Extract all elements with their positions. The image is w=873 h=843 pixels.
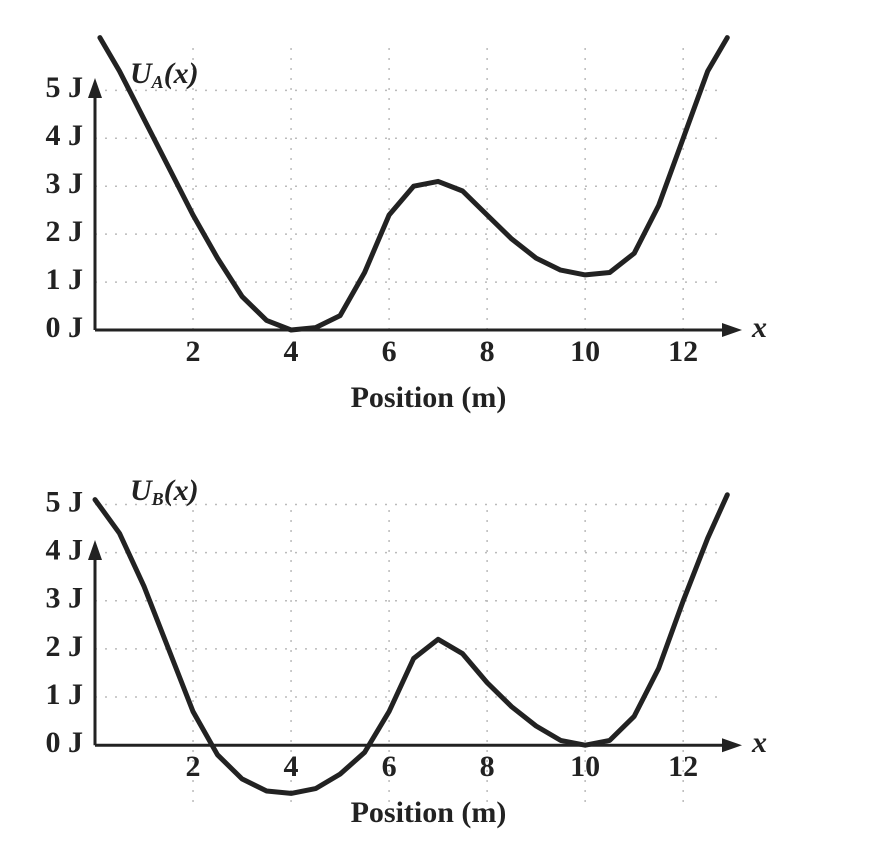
y-tick-label: 4 J: [46, 533, 84, 566]
x-tick-label: 10: [570, 335, 600, 368]
y-axis-label: UA(x): [130, 57, 199, 92]
y-axis-label: UB(x): [130, 474, 199, 509]
y-label-symbol: U: [130, 474, 153, 507]
x-tick-label: 4: [284, 335, 299, 368]
x-axis-label: Position (m): [351, 796, 507, 829]
x-tick-label: 8: [480, 750, 495, 783]
x-axis-arrow: [722, 738, 742, 753]
curve: [97, 35, 730, 333]
y-tick-label: 2 J: [46, 630, 84, 663]
y-label-suffix: (x): [164, 474, 199, 507]
x-axis-label: Position (m): [351, 381, 507, 414]
y-tick-label: 1 J: [46, 263, 84, 296]
y-tick-label: 4 J: [46, 119, 84, 152]
y-tick-label: 5 J: [46, 485, 84, 518]
x-tick-label: 6: [382, 335, 397, 368]
x-axis-symbol: x: [751, 311, 767, 344]
y-label-subscript: A: [151, 72, 164, 92]
y-tick-label: 3 J: [46, 167, 84, 200]
x-tick-label: 4: [284, 750, 299, 783]
x-tick-label: 10: [570, 750, 600, 783]
y-label-subscript: B: [151, 489, 164, 509]
y-tick-label: 0 J: [46, 726, 84, 759]
y-label-suffix: (x): [164, 57, 199, 90]
y-tick-label: 5 J: [46, 71, 84, 104]
y-tick-label: 3 J: [46, 582, 84, 615]
x-tick-label: 8: [480, 335, 495, 368]
x-tick-label: 12: [668, 750, 698, 783]
x-tick-label: 2: [186, 335, 201, 368]
y-tick-label: 1 J: [46, 678, 84, 711]
y-tick-label: 0 J: [46, 311, 84, 344]
x-tick-label: 12: [668, 335, 698, 368]
y-label-symbol: U: [130, 57, 153, 90]
x-tick-label: 6: [382, 750, 397, 783]
y-axis-arrow: [88, 540, 102, 560]
x-axis-symbol: x: [751, 726, 767, 759]
x-axis-arrow: [722, 323, 742, 337]
x-tick-label: 2: [186, 750, 201, 783]
y-tick-label: 2 J: [46, 215, 84, 248]
y-axis-arrow: [88, 78, 102, 98]
curve: [92, 492, 730, 796]
